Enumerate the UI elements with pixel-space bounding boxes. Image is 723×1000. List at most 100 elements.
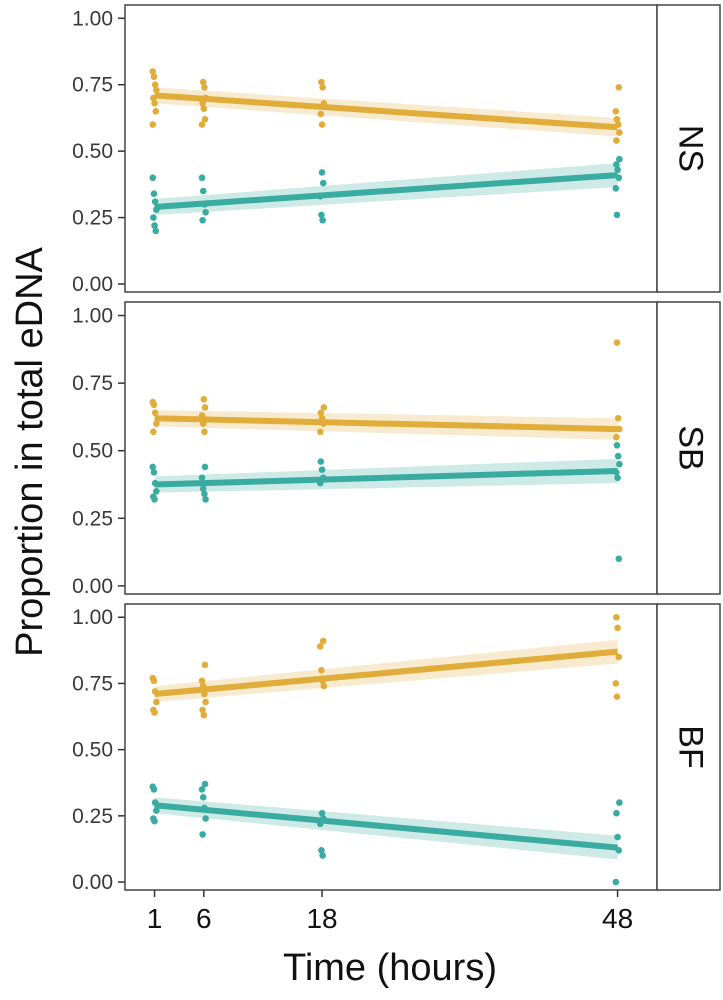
data-point [613, 613, 620, 621]
data-point [153, 807, 160, 814]
fit-line [154, 802, 618, 851]
data-point [317, 458, 325, 465]
data-point [198, 121, 206, 128]
facet-strip-label: NS [672, 125, 710, 172]
data-point [318, 121, 326, 128]
data-point [614, 833, 621, 841]
data-point [200, 396, 208, 403]
data-point [614, 166, 621, 174]
y-tick-label: 1.00 [72, 305, 113, 328]
data-point [316, 643, 324, 650]
data-point [150, 469, 158, 476]
data-point [150, 214, 157, 221]
data-point [612, 878, 620, 886]
data-point [151, 100, 158, 107]
data-point [152, 107, 160, 115]
data-point [614, 624, 621, 632]
data-point [201, 404, 209, 411]
y-tick-label: 0.75 [72, 372, 113, 395]
facet-strip-label: SB [672, 425, 710, 470]
data-point [199, 485, 207, 492]
data-point [201, 463, 209, 471]
x-tick-label: 1 [147, 903, 163, 934]
data-point [151, 198, 159, 205]
data-point [199, 831, 206, 838]
data-point [616, 155, 623, 163]
panel-sb: 0.00 0.25 0.50 0.75 1.00 SB [72, 301, 721, 598]
y-tick-label: 0.50 [72, 140, 113, 163]
data-point [149, 121, 157, 128]
data-point [616, 460, 623, 468]
y-tick-label: 0.25 [72, 207, 113, 230]
facet-strip-label: BF [672, 725, 710, 768]
fit-line [154, 172, 618, 210]
data-point [151, 496, 158, 503]
data-point [317, 110, 325, 118]
panel-border [124, 4, 658, 293]
x-tick-label: 18 [306, 903, 337, 934]
data-point [319, 216, 326, 224]
panel-ns: 0.00 0.25 0.50 0.75 1.00 NS [72, 4, 721, 296]
data-point [613, 441, 621, 449]
data-point [614, 452, 622, 460]
data-point [202, 208, 209, 216]
series-teal [149, 780, 623, 886]
data-point [150, 428, 157, 436]
data-point [198, 174, 206, 182]
data-point [201, 780, 209, 788]
data-point [613, 339, 621, 346]
data-point [201, 661, 209, 669]
data-point [151, 817, 158, 825]
fit-line [154, 648, 618, 698]
data-point [202, 698, 209, 706]
panels: 0.00 0.25 0.50 0.75 1.00 NS 0.00 0.25 0.50 0.75 1.… [72, 4, 721, 894]
x-axis: 1 6 18 48 [147, 890, 633, 934]
data-point [612, 185, 620, 192]
data-point [199, 216, 206, 224]
data-point [316, 428, 324, 436]
data-point [613, 693, 621, 700]
data-point [613, 211, 621, 219]
facet-strip [656, 603, 721, 891]
data-point [151, 709, 158, 716]
data-point [615, 653, 623, 661]
data-point [318, 466, 326, 473]
data-point [200, 711, 208, 719]
data-point [150, 73, 158, 81]
data-point [152, 227, 160, 235]
data-point [150, 786, 158, 793]
y-tick-label: 0.75 [72, 74, 113, 97]
data-point [150, 677, 158, 685]
data-point [153, 487, 160, 495]
data-point [319, 179, 327, 187]
panel-bf: 0.00 0.25 0.50 0.75 1.00 BF [72, 603, 721, 894]
data-point [616, 425, 623, 433]
data-point [613, 809, 620, 817]
panel-border [124, 301, 658, 595]
data-point [199, 78, 207, 86]
data-point [153, 86, 160, 94]
data-point [612, 107, 620, 115]
data-point [319, 637, 327, 645]
y-tick-label: 0.50 [72, 440, 113, 463]
y-tick-label: 0.00 [72, 575, 113, 598]
y-tick-label: 0.75 [72, 672, 113, 695]
data-point [616, 799, 623, 806]
data-point [151, 222, 158, 229]
x-axis-title: Time (hours) [283, 947, 497, 989]
fit-line [154, 92, 618, 131]
data-point [149, 174, 157, 182]
data-point [201, 84, 208, 91]
data-point [616, 129, 623, 136]
x-tick-label: 6 [196, 903, 212, 934]
data-point [153, 420, 160, 427]
data-point [199, 187, 207, 195]
data-point [613, 137, 620, 144]
data-point [199, 794, 207, 801]
facet-strip [656, 4, 721, 293]
data-point [150, 401, 158, 409]
data-point [318, 78, 325, 86]
data-point [198, 474, 206, 482]
data-point [149, 68, 157, 75]
